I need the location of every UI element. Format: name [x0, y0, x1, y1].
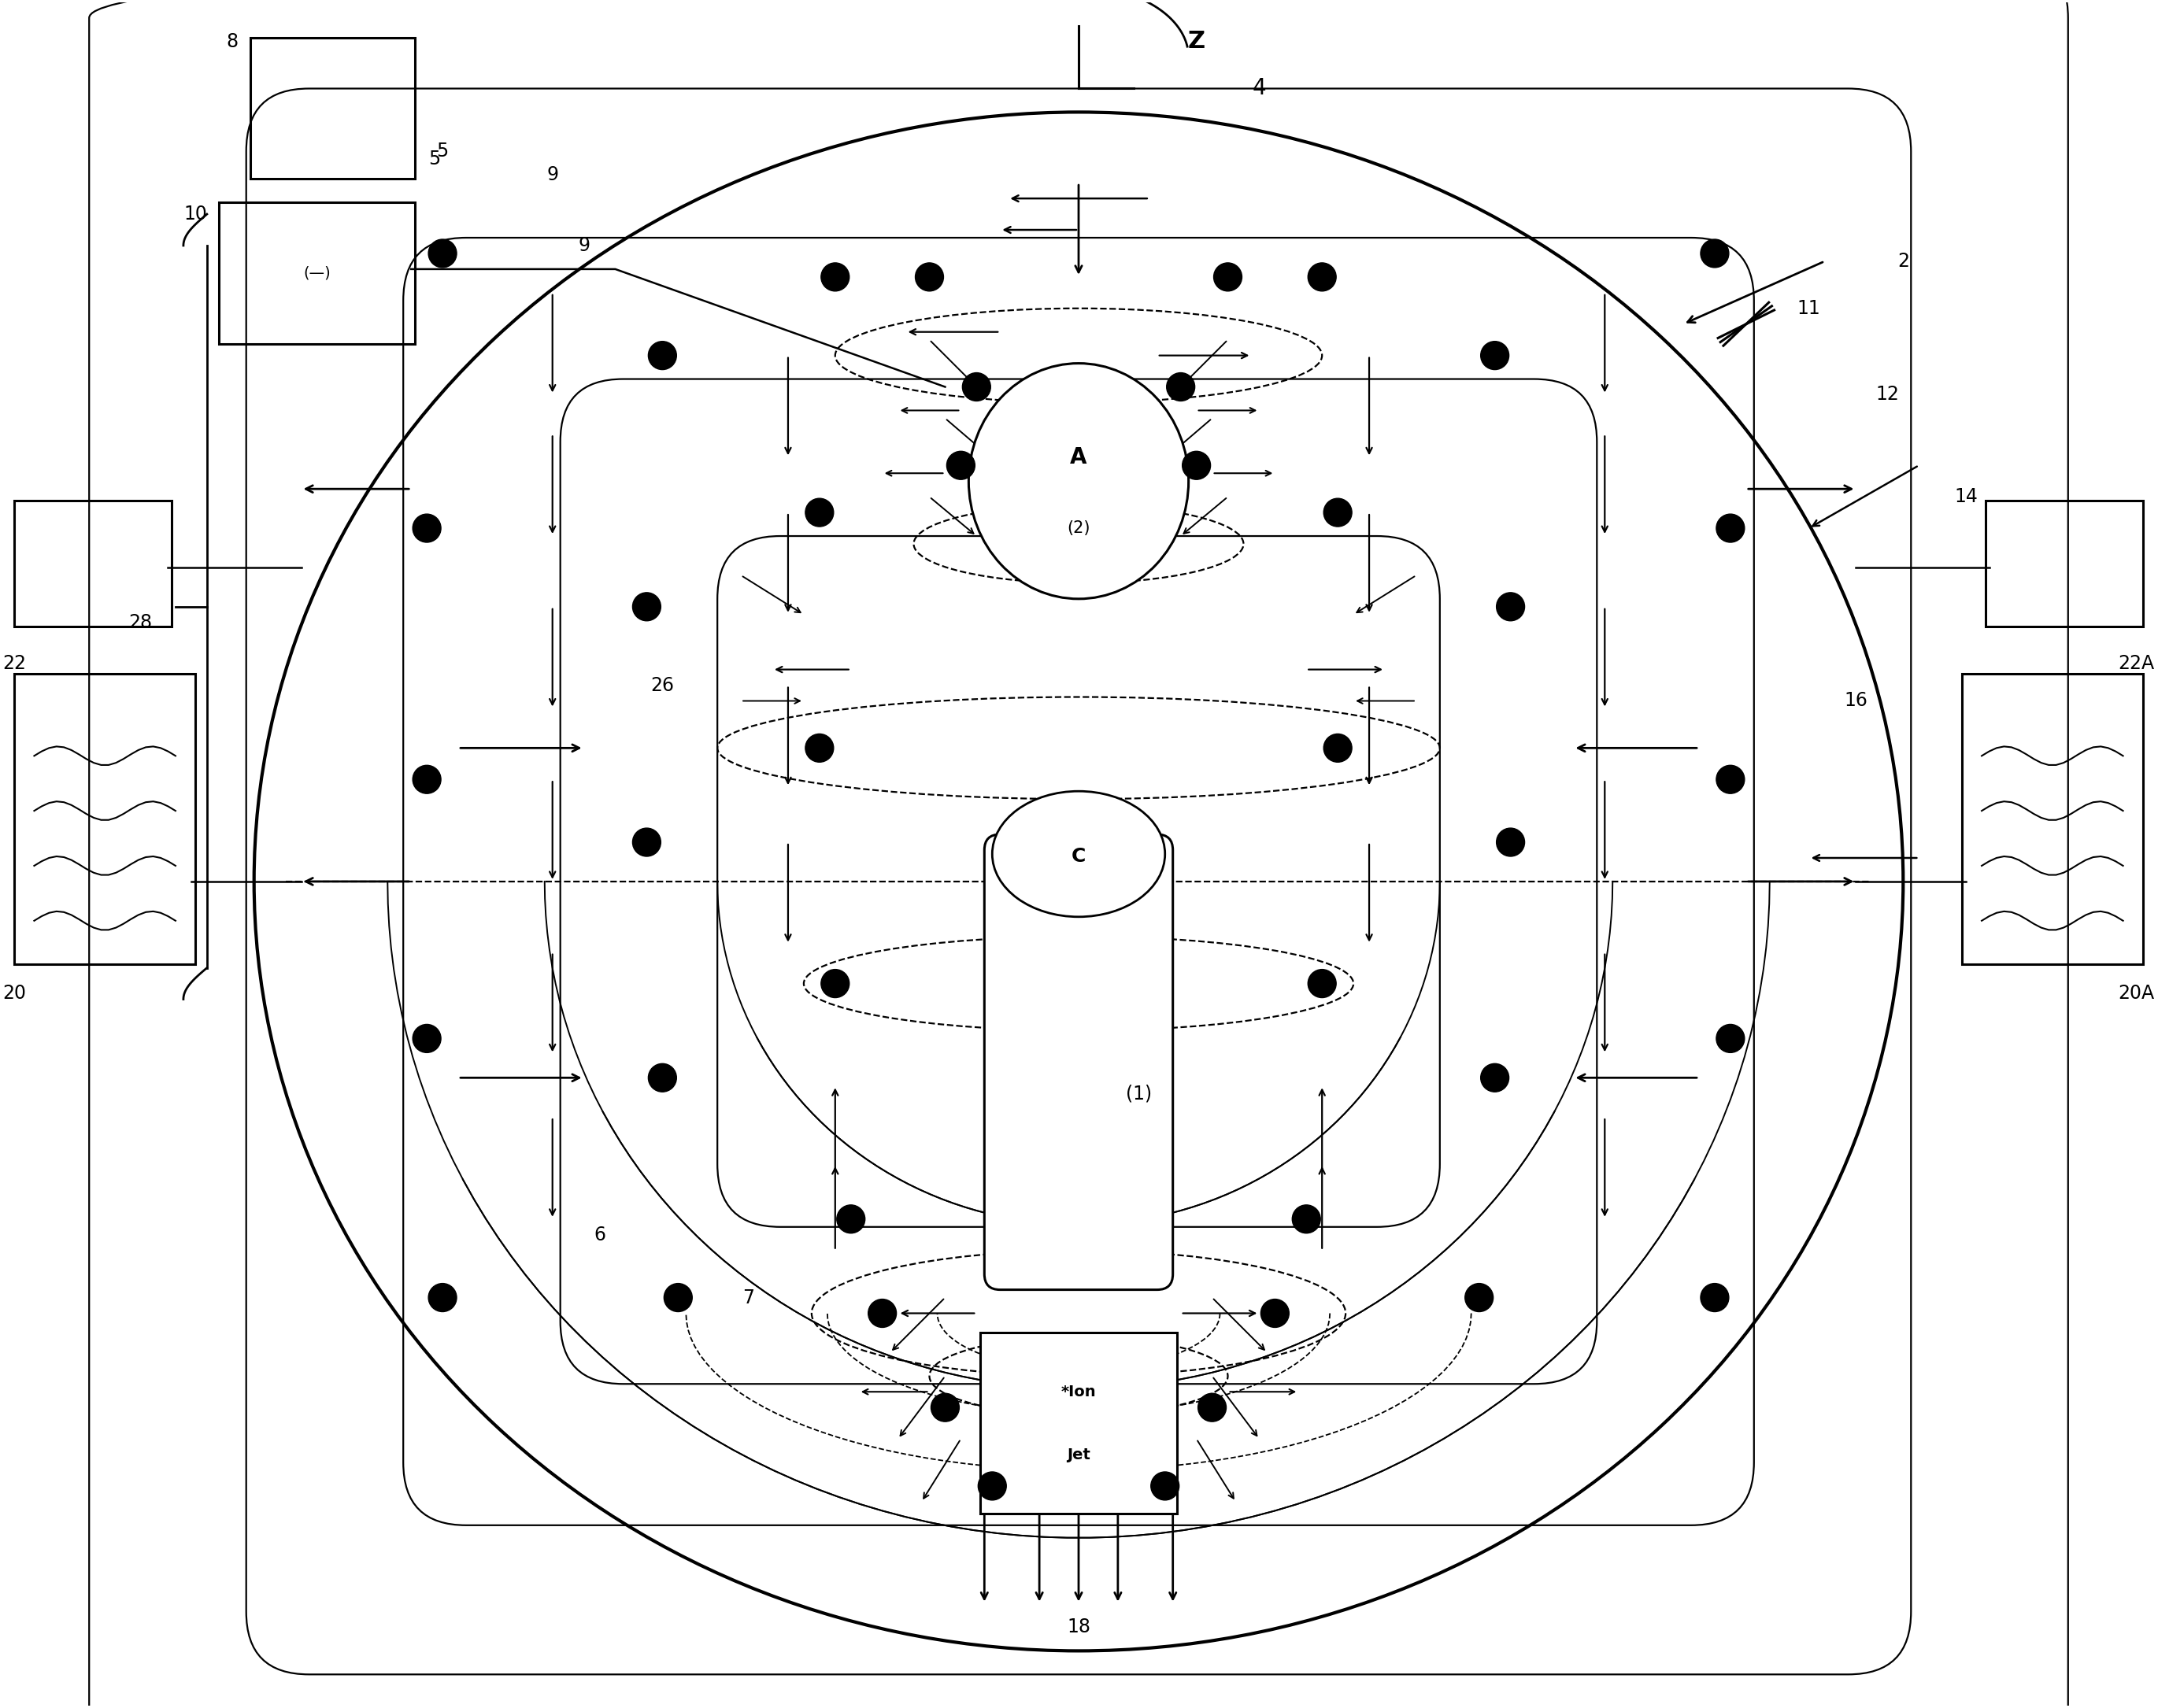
Text: 5: 5: [429, 150, 440, 169]
Circle shape: [1701, 1283, 1729, 1312]
Circle shape: [930, 1394, 960, 1421]
FancyBboxPatch shape: [218, 202, 414, 343]
Circle shape: [429, 1283, 457, 1312]
FancyBboxPatch shape: [15, 673, 194, 963]
Circle shape: [915, 263, 943, 290]
Circle shape: [412, 1025, 440, 1052]
Circle shape: [632, 593, 660, 620]
Circle shape: [805, 499, 833, 526]
Circle shape: [820, 970, 850, 997]
Text: Z: Z: [1187, 31, 1204, 53]
Text: 28: 28: [127, 613, 151, 632]
Text: 18: 18: [1066, 1617, 1090, 1636]
Text: C: C: [1070, 847, 1085, 866]
Circle shape: [837, 1204, 865, 1233]
Circle shape: [1167, 372, 1196, 401]
Circle shape: [805, 734, 833, 762]
Circle shape: [820, 263, 850, 290]
Circle shape: [665, 1283, 693, 1312]
Circle shape: [1260, 1300, 1288, 1327]
FancyBboxPatch shape: [15, 500, 173, 627]
Text: 4: 4: [1252, 77, 1267, 99]
Circle shape: [1495, 593, 1526, 620]
FancyBboxPatch shape: [984, 835, 1172, 1290]
Circle shape: [1150, 1472, 1178, 1500]
Circle shape: [978, 1472, 1006, 1500]
Text: 5: 5: [436, 142, 449, 161]
Circle shape: [1308, 970, 1336, 997]
Text: (1): (1): [1126, 1085, 1152, 1103]
Circle shape: [1716, 765, 1744, 794]
Text: 22A: 22A: [2119, 654, 2154, 673]
Circle shape: [1213, 263, 1243, 290]
Text: *Ion: *Ion: [1062, 1383, 1096, 1399]
Circle shape: [1323, 499, 1351, 526]
Circle shape: [647, 342, 678, 369]
Circle shape: [429, 239, 457, 268]
Text: 7: 7: [742, 1288, 755, 1307]
FancyBboxPatch shape: [1962, 673, 2143, 963]
Ellipse shape: [969, 364, 1189, 600]
Text: 20: 20: [2, 984, 26, 1003]
Circle shape: [962, 372, 991, 401]
Text: 6: 6: [593, 1225, 606, 1243]
Text: 8: 8: [227, 32, 237, 51]
Text: A: A: [1070, 446, 1088, 468]
FancyBboxPatch shape: [980, 1332, 1176, 1513]
Circle shape: [1716, 1025, 1744, 1052]
Text: 16: 16: [1845, 692, 1869, 711]
Circle shape: [1480, 1064, 1508, 1091]
Circle shape: [1308, 263, 1336, 290]
Text: (2): (2): [1066, 521, 1090, 536]
Circle shape: [1465, 1283, 1493, 1312]
Text: 20A: 20A: [2119, 984, 2154, 1003]
Circle shape: [1701, 239, 1729, 268]
FancyBboxPatch shape: [250, 38, 414, 179]
Text: 22: 22: [2, 654, 26, 673]
Text: 14: 14: [1955, 487, 1977, 506]
Circle shape: [1198, 1394, 1226, 1421]
Circle shape: [1495, 828, 1526, 856]
Text: 10: 10: [183, 205, 207, 224]
Circle shape: [632, 828, 660, 856]
Text: 9: 9: [578, 236, 589, 254]
Circle shape: [412, 514, 440, 543]
Circle shape: [1480, 342, 1508, 369]
Circle shape: [1293, 1204, 1321, 1233]
Circle shape: [647, 1064, 678, 1091]
Circle shape: [1323, 734, 1351, 762]
Text: 11: 11: [1798, 299, 1821, 318]
Text: 2: 2: [1897, 251, 1910, 270]
FancyBboxPatch shape: [1985, 500, 2143, 627]
Text: (—): (—): [302, 265, 330, 280]
Circle shape: [868, 1300, 896, 1327]
Text: 12: 12: [1875, 386, 1899, 405]
Text: 26: 26: [650, 676, 673, 695]
Text: Jet: Jet: [1066, 1447, 1090, 1462]
Text: 9: 9: [546, 166, 559, 184]
Circle shape: [1183, 451, 1211, 480]
Circle shape: [412, 765, 440, 794]
Circle shape: [1716, 514, 1744, 543]
Circle shape: [947, 451, 975, 480]
Ellipse shape: [993, 791, 1165, 917]
